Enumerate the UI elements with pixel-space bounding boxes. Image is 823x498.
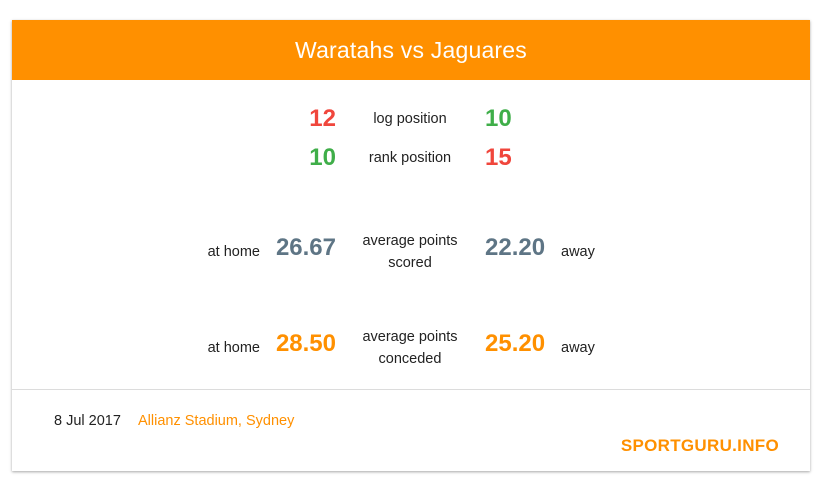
match-card: Waratahs vs Jaguares 12 log position 10 … — [12, 20, 810, 471]
scored-home-label: at home — [207, 244, 260, 260]
venue-link[interactable]: Allianz Stadium, Sydney — [138, 413, 295, 429]
scored-away-label: away — [561, 244, 595, 260]
away-points-conceded: 25.20 — [485, 330, 546, 357]
away-points-scored: 22.20 — [485, 234, 546, 261]
points-scored-label: average points scored — [362, 233, 458, 271]
log-position-label: log position — [373, 111, 447, 127]
match-date: 8 Jul 2017 — [54, 413, 121, 429]
points-conceded-label: average points conceded — [362, 329, 458, 367]
footer-divider — [12, 389, 810, 390]
match-title: Waratahs vs Jaguares — [295, 36, 527, 63]
home-points-scored: 26.67 — [275, 234, 336, 261]
away-log-position: 10 — [485, 105, 512, 132]
match-title-bar: Waratahs vs Jaguares — [12, 20, 810, 80]
conceded-home-label: at home — [207, 340, 260, 356]
sportguru-brand-link[interactable]: SPORTGURU.INFO — [620, 436, 779, 455]
home-log-position: 12 — [309, 105, 336, 132]
away-rank-position: 15 — [485, 144, 512, 171]
home-rank-position: 10 — [309, 144, 336, 171]
rank-position-label: rank position — [368, 150, 452, 166]
conceded-away-label: away — [561, 340, 595, 356]
home-points-conceded: 28.50 — [275, 330, 336, 357]
